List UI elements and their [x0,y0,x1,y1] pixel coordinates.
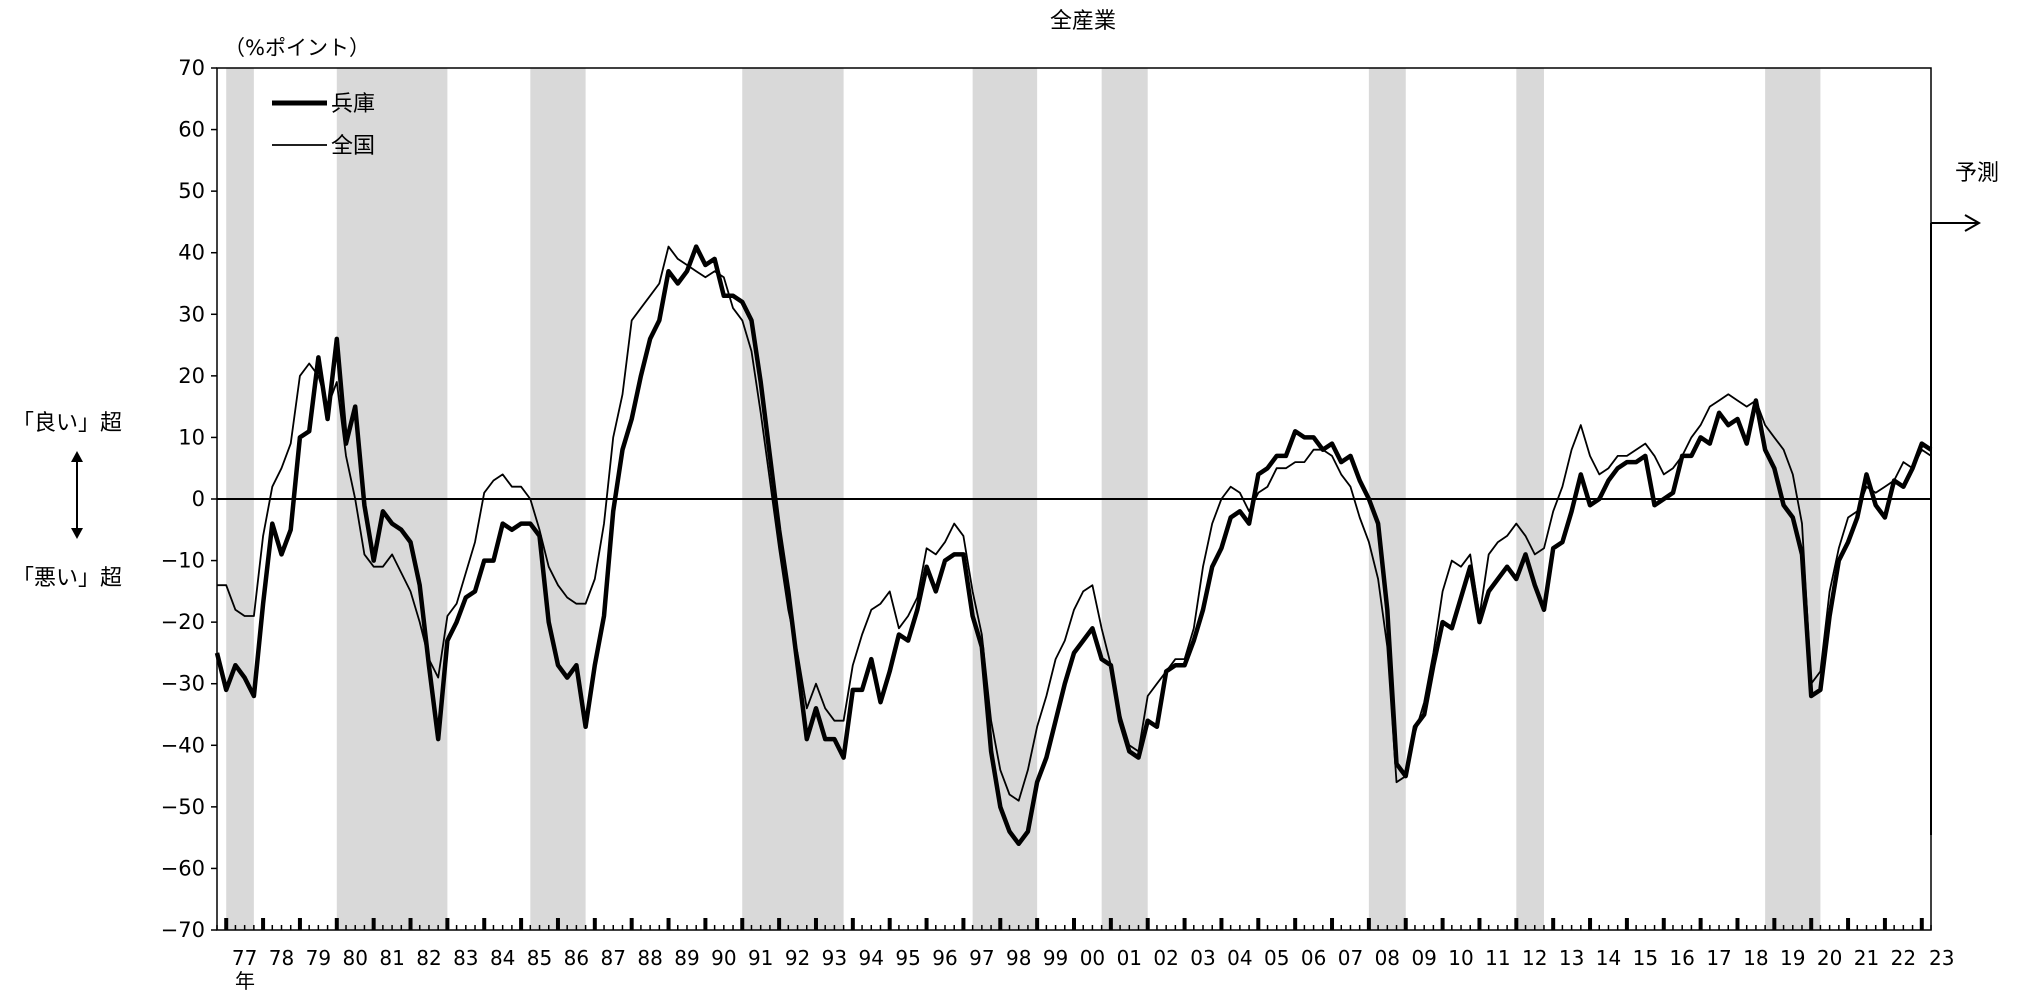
x-tick-label: 87 [601,946,626,970]
x-tick-label: 12 [1522,946,1547,970]
bad-excess-label: 「悪い」超 [12,566,122,591]
x-tick-label: 86 [564,946,589,970]
y-tick-label: 60 [178,118,205,142]
y-tick-label: −70 [161,918,205,942]
x-tick-label: 90 [711,946,736,970]
up-down-arrow [71,451,83,539]
x-tick-label: 05 [1264,946,1289,970]
x-tick-label: 04 [1227,946,1252,970]
y-tick-label: −20 [161,610,205,634]
y-tick-label: −60 [161,856,205,880]
x-tick-label: 89 [674,946,699,970]
legend-label-hyogo: 兵庫 [331,92,375,117]
x-tick-label: 96 [932,946,957,970]
x-tick-label: 78 [269,946,294,970]
good-excess-label: 「良い」超 [12,411,122,436]
y-axis: −70 −60 −50 −40 −30 −20 −10 0 10 20 30 40 50 60 70 [161,56,217,942]
x-axis: 77 78 79 80 81 82 83 84 85 86 87 88 89 90 91 92 93 94 95 96… [216,918,1955,970]
x-tick-label: 84 [490,946,515,970]
x-tick-label: 09 [1411,946,1436,970]
y-tick-label: 30 [178,302,205,326]
x-tick-label: 06 [1301,946,1326,970]
x-tick-label: 98 [1006,946,1031,970]
y-tick-label: 50 [178,179,205,203]
x-tick-label: 80 [342,946,367,970]
x-tick-label: 14 [1596,946,1621,970]
forecast-marker [1930,214,1982,835]
series-line-0 [214,244,1933,847]
x-tick-label: 92 [785,946,810,970]
y-tick-label: −40 [161,733,205,757]
forecast-label: 予測 [1955,161,1999,186]
year-suffix-label: 年 [235,969,255,992]
x-tick-label: 81 [379,946,404,970]
y-tick-label: 0 [192,487,205,511]
x-tick-label: 08 [1375,946,1400,970]
x-tick-label: 11 [1485,946,1510,970]
x-tick-label: 82 [416,946,441,970]
legend: 兵庫 全国 [272,92,375,159]
x-tick-label: 02 [1153,946,1178,970]
x-tick-label: 97 [969,946,994,970]
x-tick-label: 94 [859,946,884,970]
y-tick-label: −30 [161,672,205,696]
x-tick-label: 95 [895,946,920,970]
y-tick-label: 20 [178,364,205,388]
x-tick-label: 13 [1559,946,1584,970]
y-tick-label: 40 [178,241,205,265]
x-tick-label: 10 [1448,946,1473,970]
y-unit-label: （%ポイント） [224,36,370,60]
x-tick-label: 99 [1043,946,1068,970]
x-tick-label: 93 [822,946,847,970]
x-tick-label: 88 [637,946,662,970]
x-tick-label: 18 [1743,946,1768,970]
x-tick-label: 79 [306,946,331,970]
x-tick-label: 20 [1817,946,1842,970]
x-tick-label: 17 [1706,946,1731,970]
chart-title: 全産業 [1050,9,1116,34]
x-tick-label: 19 [1780,946,1805,970]
series-line-1 [217,245,1932,802]
y-tick-label: 70 [178,56,205,80]
x-tick-label: 07 [1338,946,1363,970]
x-tick-label: 21 [1854,946,1879,970]
x-tick-label: 85 [527,946,552,970]
x-tick-label: 16 [1669,946,1694,970]
legend-label-national: 全国 [331,134,375,159]
x-tick-label: 15 [1633,946,1658,970]
x-tick-label: 77 [232,946,257,970]
x-tick-label: 01 [1117,946,1142,970]
x-tick-label: 03 [1190,946,1215,970]
x-tick-label: 23 [1929,946,1954,970]
x-tick-label: 83 [453,946,478,970]
y-tick-label: −10 [161,549,205,573]
series-lines [214,244,1933,847]
x-tick-label: 91 [748,946,773,970]
x-tick-label: 00 [1080,946,1105,970]
y-tick-label: 10 [178,425,205,449]
x-tick-label: 22 [1891,946,1916,970]
y-tick-label: −50 [161,795,205,819]
